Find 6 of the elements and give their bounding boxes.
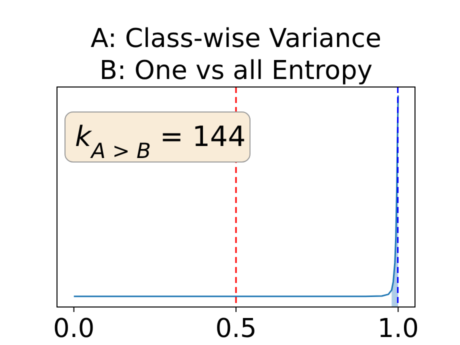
x-tick-label: 0.0	[53, 314, 95, 344]
x-tick-label: 0.5	[215, 314, 257, 344]
chart-subtitle: B: One vs all Entropy	[100, 56, 372, 86]
x-tick-label: 1.0	[377, 314, 419, 344]
annotation: k$_{A > B}$ = 144	[75, 120, 246, 163]
chart-title: A: Class-wise Variance	[90, 24, 382, 54]
